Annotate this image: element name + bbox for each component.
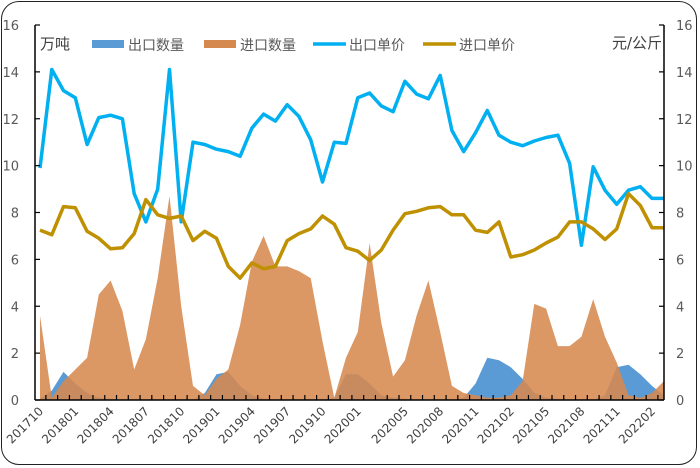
- x-axis-tick-label: 202001: [322, 404, 364, 446]
- right-axis-tick-label: 10: [676, 160, 693, 175]
- x-axis-tick-label: 201710: [4, 404, 46, 446]
- left-axis-tick-label: 10: [2, 160, 19, 175]
- right-axis-tick-label: 2: [676, 347, 684, 362]
- right-unit-label: 元/公斤: [612, 34, 662, 52]
- right-axis-tick-label: 16: [676, 19, 693, 34]
- left-unit-label: 万吨: [40, 35, 70, 53]
- right-axis-tick-label: 8: [676, 207, 684, 222]
- left-axis-tick-label: 12: [2, 113, 19, 128]
- x-axis-tick-label: 202005: [369, 404, 411, 446]
- x-axis-tick-label: 201804: [74, 404, 116, 446]
- x-axis-tick-label: 202202: [616, 404, 658, 446]
- left-axis-tick-label: 16: [2, 19, 19, 34]
- legend-item: 进口单价: [459, 38, 515, 54]
- x-axis-tick-label: 201810: [145, 404, 187, 446]
- right-axis-tick-label: 4: [676, 300, 684, 315]
- export-price-line: [38, 67, 664, 248]
- left-axis-tick-label: 0: [11, 394, 19, 409]
- left-axis-tick-label: 14: [2, 66, 19, 81]
- legend-item: 出口数量: [128, 38, 184, 54]
- import-price-line: [39, 191, 664, 280]
- right-axis-tick-label: 6: [676, 253, 684, 268]
- left-axis-tick-label: 8: [11, 207, 19, 222]
- x-axis-tick-label: 202011: [439, 404, 481, 446]
- x-axis-tick-label: 202111: [581, 404, 623, 446]
- legend-item: 出口单价: [349, 38, 405, 54]
- right-axis-tick-label: 0: [676, 394, 684, 409]
- x-axis-tick-label: 202008: [404, 404, 446, 446]
- x-axis-tick-label: 202102: [475, 404, 517, 446]
- left-axis-tick-label: 4: [11, 300, 19, 315]
- x-axis-tick-label: 201807: [110, 404, 152, 446]
- left-axis-tick-label: 2: [11, 347, 19, 362]
- x-axis-tick-label: 201801: [39, 404, 81, 446]
- x-axis-tick-label: 202108: [545, 404, 587, 446]
- x-axis-tick-label: 202105: [510, 404, 552, 446]
- legend-item: 进口数量: [240, 38, 296, 54]
- x-axis-tick-label: 201910: [286, 404, 328, 446]
- right-axis-tick-label: 14: [676, 66, 693, 81]
- import-quantity-area: [40, 196, 664, 400]
- left-axis-tick-label: 6: [11, 253, 19, 268]
- x-axis-tick-label: 201904: [216, 404, 258, 446]
- x-axis-tick-label: 201907: [251, 404, 293, 446]
- right-axis-tick-label: 12: [676, 113, 693, 128]
- x-axis-tick-label: 201901: [180, 404, 222, 446]
